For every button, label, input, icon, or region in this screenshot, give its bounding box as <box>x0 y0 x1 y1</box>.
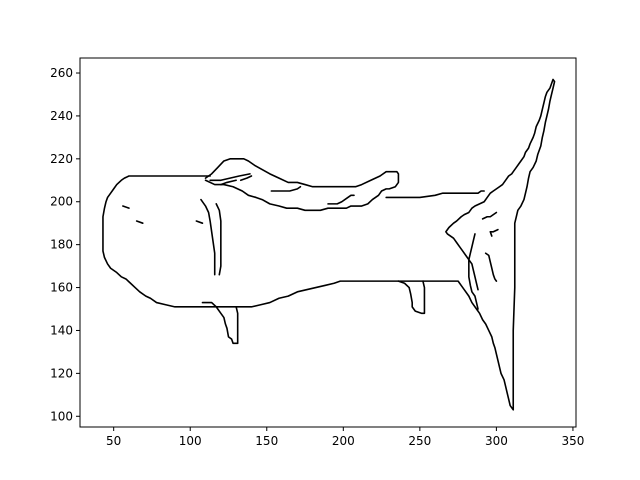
x-tick-label: 100 <box>179 434 202 448</box>
y-tick-label: 160 <box>50 281 73 295</box>
y-tick-label: 200 <box>50 195 73 209</box>
y-tick-label: 120 <box>50 366 73 380</box>
series-line-4 <box>385 190 485 199</box>
series-line-3 <box>209 173 251 182</box>
series-line-2 <box>102 78 556 411</box>
series-line-8 <box>397 280 426 315</box>
y-tick-label: 240 <box>50 109 73 123</box>
y-tick-label: 260 <box>50 66 73 80</box>
plot-frame <box>79 57 577 428</box>
series-line-19 <box>327 194 355 205</box>
series-line-17 <box>239 175 253 182</box>
x-tick-label: 300 <box>485 434 508 448</box>
series-line-6 <box>215 203 222 276</box>
y-tick-label: 140 <box>50 323 73 337</box>
x-tick-label: 150 <box>255 434 278 448</box>
y-axis: 100 120 140 160 180 200 220 240 260 <box>50 66 80 423</box>
y-tick-label: 180 <box>50 238 73 252</box>
x-tick-label: 50 <box>106 434 121 448</box>
series-line-13 <box>122 205 130 209</box>
y-tick-label: 100 <box>50 409 73 423</box>
x-tick-label: 200 <box>332 434 355 448</box>
series-line-15 <box>195 220 204 224</box>
x-tick-label: 250 <box>408 434 431 448</box>
y-tick-label: 220 <box>50 152 73 166</box>
series-line-14 <box>135 220 144 224</box>
series-line-10 <box>481 211 498 220</box>
series-layer <box>102 78 556 411</box>
x-tick-label: 350 <box>561 434 584 448</box>
series-line-12 <box>484 252 498 282</box>
series-line-11 <box>489 228 499 237</box>
series-line-9 <box>468 233 479 310</box>
series-line-18 <box>270 185 302 192</box>
series-line-16 <box>220 179 237 186</box>
series-line-7 <box>201 301 239 345</box>
x-axis: 50 100 150 200 250 300 350 <box>106 427 584 448</box>
series-line-1 <box>204 158 400 212</box>
series-line-5 <box>200 198 216 276</box>
